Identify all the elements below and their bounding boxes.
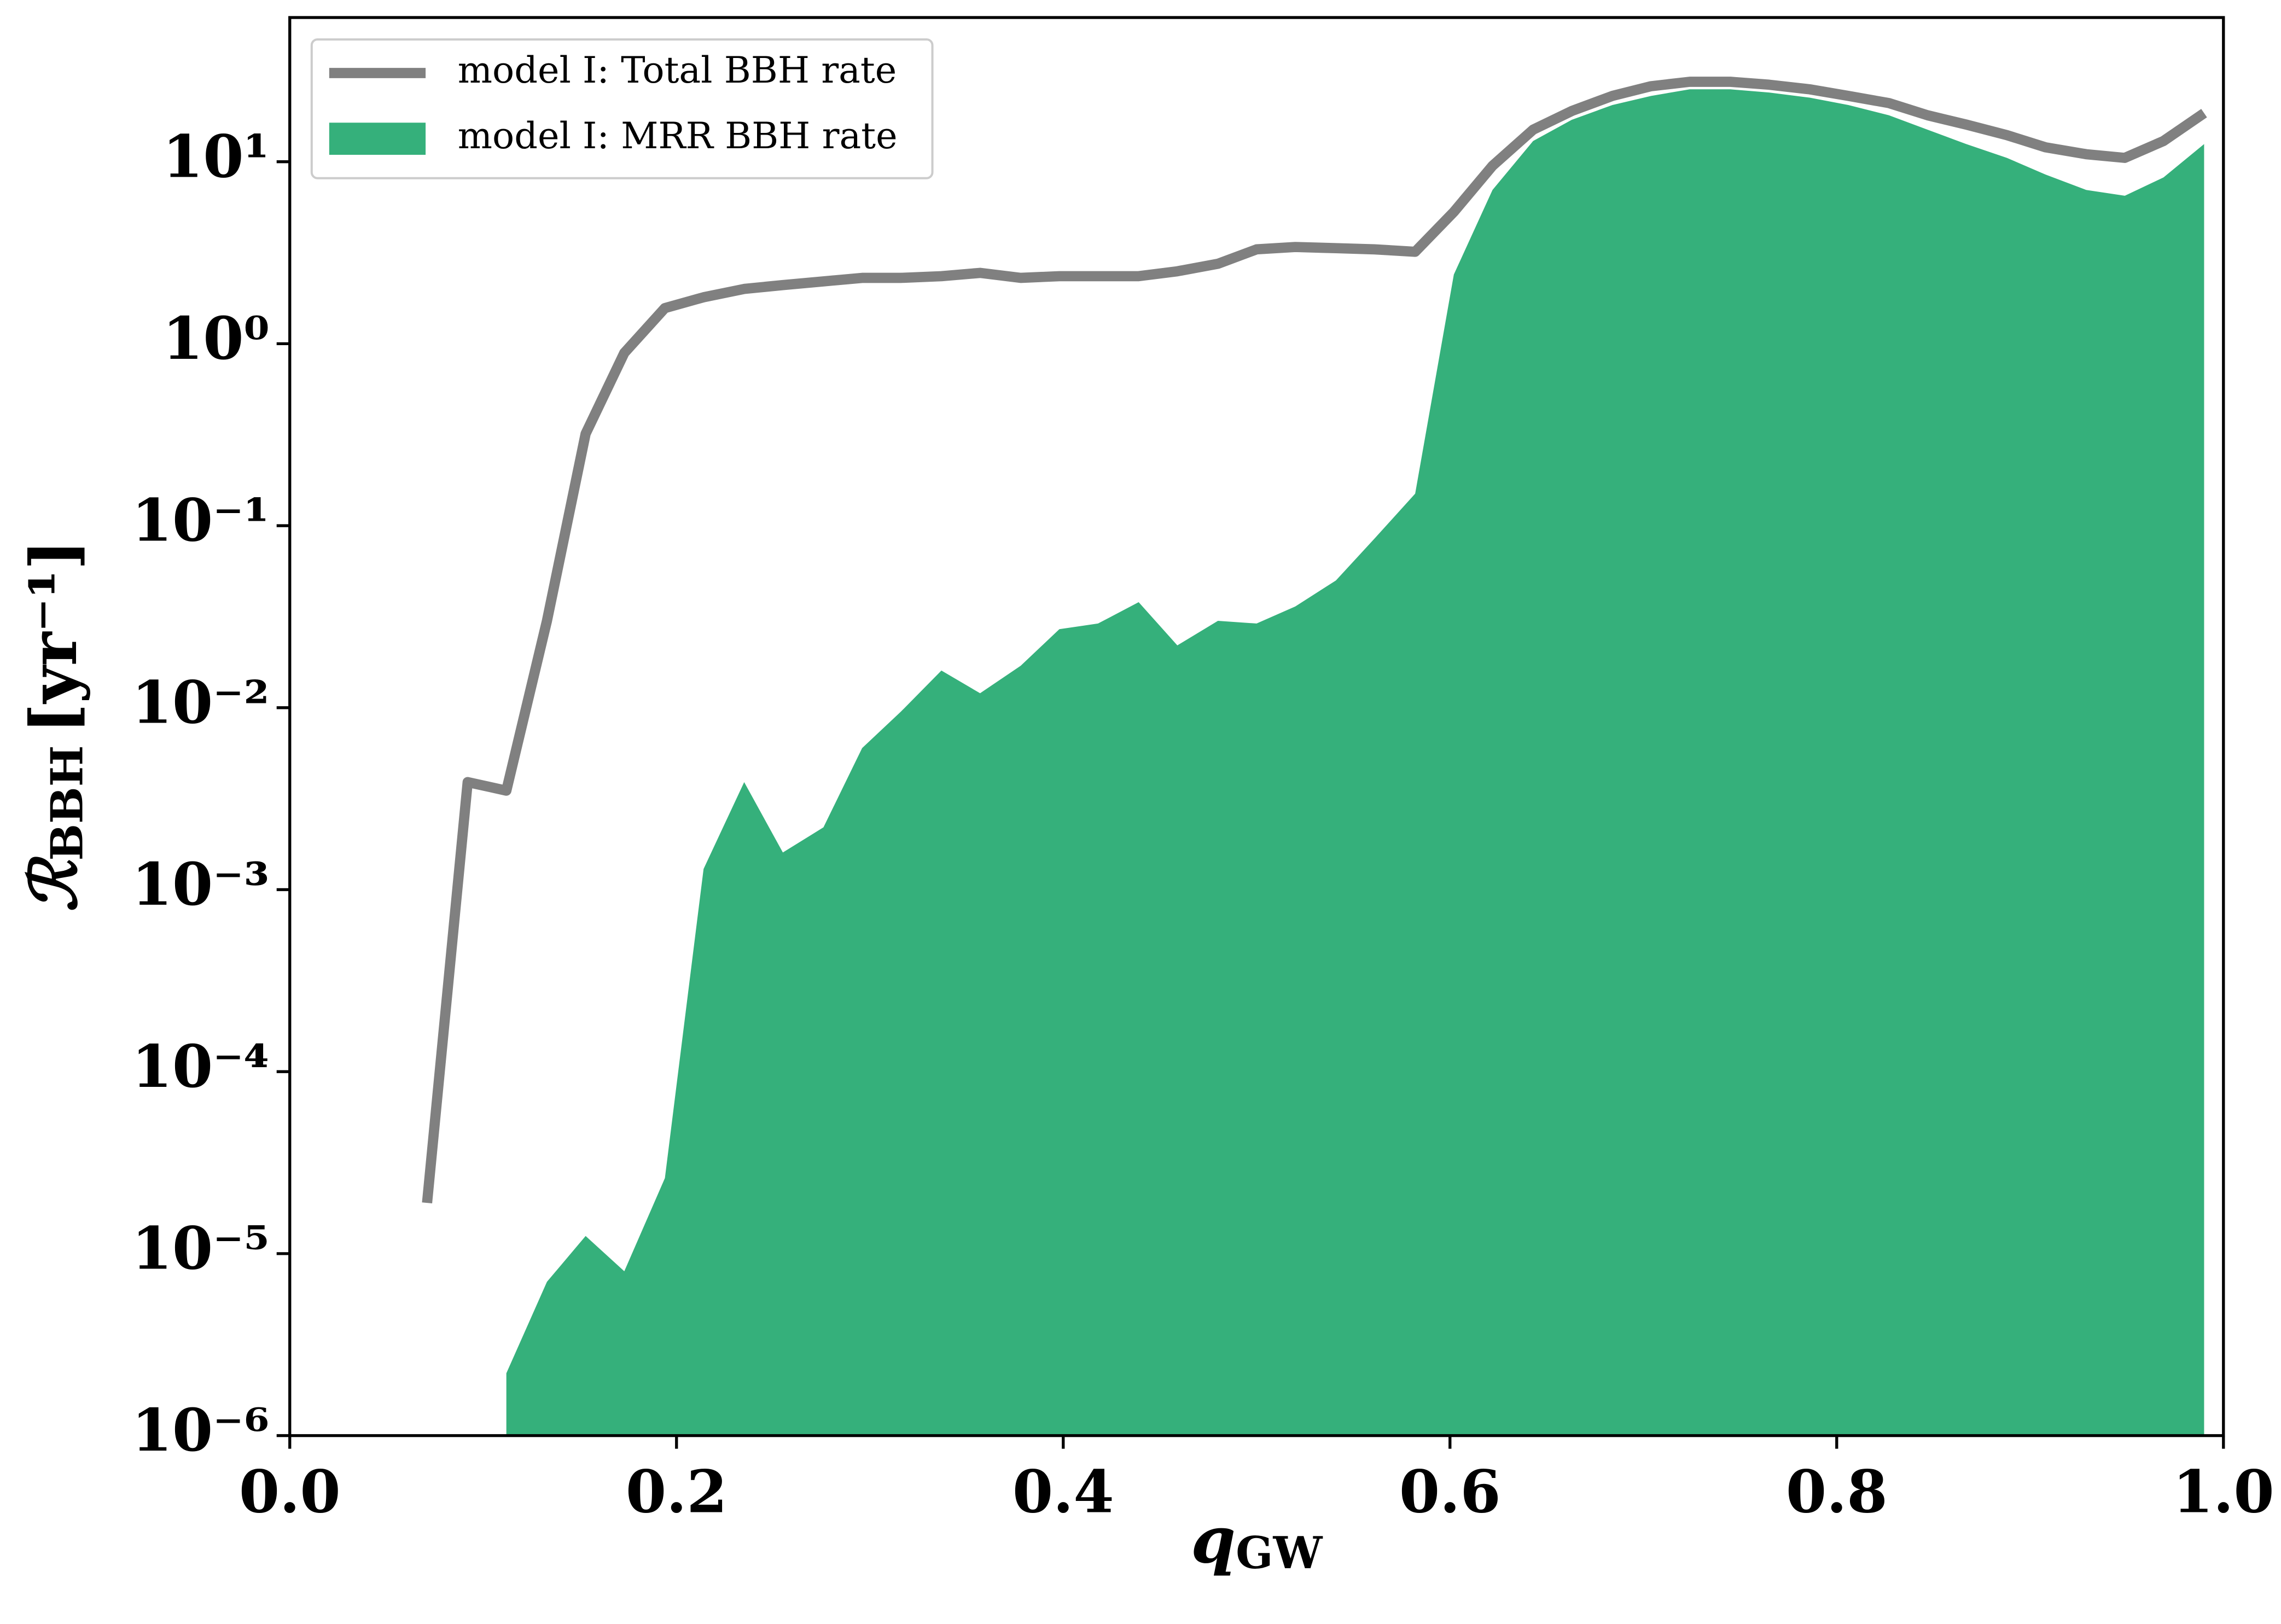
legend-label: model I: Total BBH rate [458, 49, 897, 91]
x-label-subscript: GW [1236, 1527, 1323, 1579]
legend-box [310, 38, 934, 179]
y-tick-label: 10⁻¹ [132, 487, 270, 555]
y-tick-label: 10⁻² [132, 668, 270, 737]
plot-area: 0.0 0.2 0.4 0.6 0.8 1.0 10⁻⁶ 10⁻⁵ 10⁻⁴ 10⁻³ 10⁻² 10… [132, 16, 2274, 1526]
y-tick-label: 10⁻⁵ [132, 1215, 270, 1283]
legend-swatch [329, 123, 426, 155]
y-label-unit: [yr⁻¹] [15, 540, 91, 734]
y-tick-label: 10⁻³ [132, 851, 270, 919]
y-label-subscript: BBH [41, 746, 92, 861]
x-tick-label: 0.4 [1013, 1458, 1114, 1526]
y-tick-label: 10⁻⁶ [132, 1396, 270, 1465]
x-axis-label: qGW [1191, 1501, 1323, 1579]
axes-frame [288, 16, 2225, 1437]
y-tick-label: 10⁰ [162, 305, 269, 373]
area [506, 89, 2204, 1436]
y-label-symbol: ℛ [15, 855, 91, 912]
x-tick-label: 0.6 [1399, 1458, 1501, 1526]
x-label-symbol: q [1191, 1501, 1236, 1577]
line [422, 77, 2207, 1204]
y-tick-label: 10¹ [162, 123, 269, 191]
x-tick-label: 0.0 [239, 1458, 341, 1526]
x-tick-label: 0.2 [626, 1458, 728, 1526]
x-tick-label: 1.0 [2173, 1458, 2274, 1526]
legend-label: model I: MRR BBH rate [458, 114, 898, 157]
x-tick-label: 0.8 [1786, 1458, 1888, 1526]
y-axis-label: ℛBBH [yr⁻¹] [15, 540, 92, 912]
y-tick-label: 10⁻⁴ [132, 1033, 270, 1101]
